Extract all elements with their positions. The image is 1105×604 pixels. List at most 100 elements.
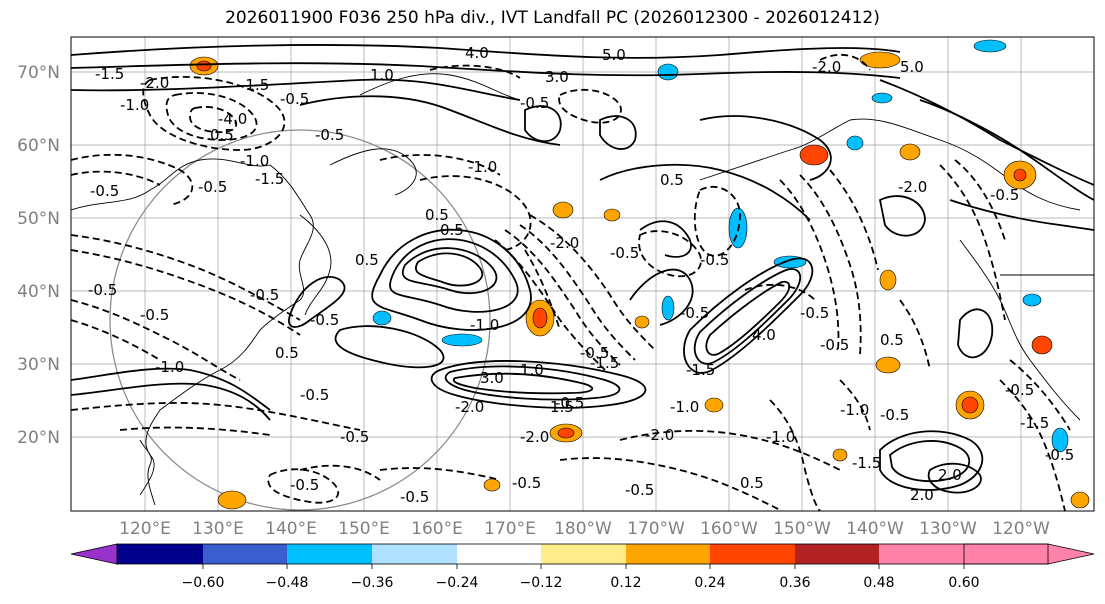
contour-label: -2.0: [140, 74, 169, 92]
lon-label: 160°E: [411, 519, 463, 539]
contour-label: -1.5: [240, 76, 269, 94]
positive-div-patch: [961, 396, 979, 414]
map-frame: [70, 36, 1095, 512]
positive-div-patch: [217, 490, 247, 510]
contour-label: 5.0: [602, 46, 626, 64]
contour-label: -1.0: [840, 401, 869, 419]
contour-label: -2.0: [645, 426, 674, 444]
positive-div-patch: [1013, 168, 1027, 182]
contour-label: -1.0: [155, 358, 184, 376]
contour-labels: 4.0 5.0 1.0 3.0 -0.5 5.0 -2.0 -1.5 -2.0 …: [88, 44, 1074, 506]
contour-label: -0.5: [310, 311, 339, 329]
lon-label: 120°E: [119, 519, 171, 539]
positive-div-patch: [483, 478, 501, 492]
contour-label: -1.5: [686, 361, 715, 379]
contour-label: -0.5: [300, 386, 329, 404]
colorbar-bin: [541, 544, 626, 564]
positive-div-patch: [859, 51, 901, 69]
contour-label: -0.5: [1045, 446, 1074, 464]
lat-label: 70°N: [17, 63, 60, 83]
positive-ivt-contours: [71, 44, 1094, 494]
positive-div-patch: [875, 356, 901, 374]
graticule: [71, 37, 1094, 511]
contour-label: 4.0: [752, 326, 776, 344]
contour-label: -2.0: [898, 178, 927, 196]
lon-label: 130°W: [919, 519, 977, 539]
contour-label: -0.5: [280, 90, 309, 108]
contour-label: -0.5: [400, 488, 429, 506]
colorbar-tick-label: 0.12: [610, 575, 641, 591]
colorbar-tick-label: −0.36: [351, 575, 394, 591]
negative-div-patch: [657, 63, 679, 81]
contour-label: -0.5: [625, 481, 654, 499]
contour-label: -0.5: [680, 304, 709, 322]
lon-label: 130°E: [192, 519, 244, 539]
contour-label: -2.0: [812, 58, 841, 76]
lon-label: 140°W: [846, 519, 904, 539]
contour-label: -0.5: [580, 344, 609, 362]
contour-label: -0.5: [820, 336, 849, 354]
lat-label: 50°N: [17, 209, 60, 229]
colorbar-tick-label: 0.60: [948, 575, 979, 591]
contour-label: 0.5: [440, 221, 464, 239]
colorbar-bin: [879, 544, 964, 564]
divergence-shading: [189, 39, 1090, 510]
contour-label: -0.5: [90, 182, 119, 200]
positive-div-patch: [196, 60, 212, 72]
colorbar-tick-label: −0.24: [436, 575, 479, 591]
contour-label: -1.5: [1020, 414, 1049, 432]
contour-label: -1.5: [852, 454, 881, 472]
positive-div-patch: [704, 397, 724, 413]
contour-label: -0.5: [198, 178, 227, 196]
colorbar-bin: [710, 544, 795, 564]
contour-label: -1.0: [468, 158, 497, 176]
map-area: 4.0 5.0 1.0 3.0 -0.5 5.0 -2.0 -1.5 -2.0 …: [70, 36, 1095, 512]
contour-label: 1.5: [550, 398, 574, 416]
lon-label: 140°E: [265, 519, 317, 539]
contour-label: -1.5: [255, 170, 284, 188]
contour-label: 0.5: [740, 474, 764, 492]
range-circle: [109, 129, 491, 511]
contour-label: -0.5: [520, 94, 549, 112]
negative-div-patch: [372, 310, 392, 326]
positive-div-patch: [1070, 491, 1090, 509]
contour-label: 0.5: [660, 171, 684, 189]
colorbar: −0.60 −0.48 −0.36 −0.24 −0.12 0.12 0.24 …: [70, 543, 1095, 591]
negative-div-patch: [871, 92, 893, 104]
colorbar-tick-label: 0.48: [863, 575, 894, 591]
colorbar-bin: [203, 544, 287, 564]
colorbar-tick-label: 0.36: [779, 575, 810, 591]
contour-label: 1.0: [520, 361, 544, 379]
contour-label: -0.5: [1005, 381, 1034, 399]
lat-label: 60°N: [17, 136, 60, 156]
contour-label: 1.0: [370, 66, 394, 84]
positive-div-patch: [879, 269, 897, 291]
contour-label: -0.5: [340, 428, 369, 446]
colorbar-extend-min: [70, 543, 118, 565]
positive-div-patch: [634, 315, 650, 329]
contour-label: -1.0: [240, 152, 269, 170]
negative-ivt-contours: [71, 53, 1071, 511]
colorbar-extend-max: [963, 543, 1095, 565]
contour-label: -0.5: [512, 474, 541, 492]
lat-label: 20°N: [17, 428, 60, 448]
colorbar-tick-label: −0.48: [266, 575, 309, 591]
positive-div-patch: [557, 427, 575, 439]
contour-label: -0.5: [140, 306, 169, 324]
contour-label: 4.0: [465, 44, 489, 62]
contour-label: 3.0: [480, 369, 504, 387]
contour-label: -0.5: [290, 476, 319, 494]
colorbar-bin: [795, 544, 879, 564]
latitude-axis: 70°N 60°N 50°N 40°N 30°N 20°N: [17, 63, 60, 448]
contour-label: -1.5: [95, 65, 124, 83]
contour-label: -0.5: [555, 394, 584, 412]
lon-label: 170°E: [484, 519, 536, 539]
lon-label: 170°W: [627, 519, 685, 539]
longitude-axis: 120°E 130°E 140°E 150°E 160°E 170°E 180°…: [119, 519, 1050, 539]
contour-label: -2.0: [550, 234, 579, 252]
contour-label: -1.0: [766, 428, 795, 446]
contour-label: -1.5: [590, 354, 619, 372]
lat-label: 40°N: [17, 282, 60, 302]
contour-label: -2.0: [455, 398, 484, 416]
